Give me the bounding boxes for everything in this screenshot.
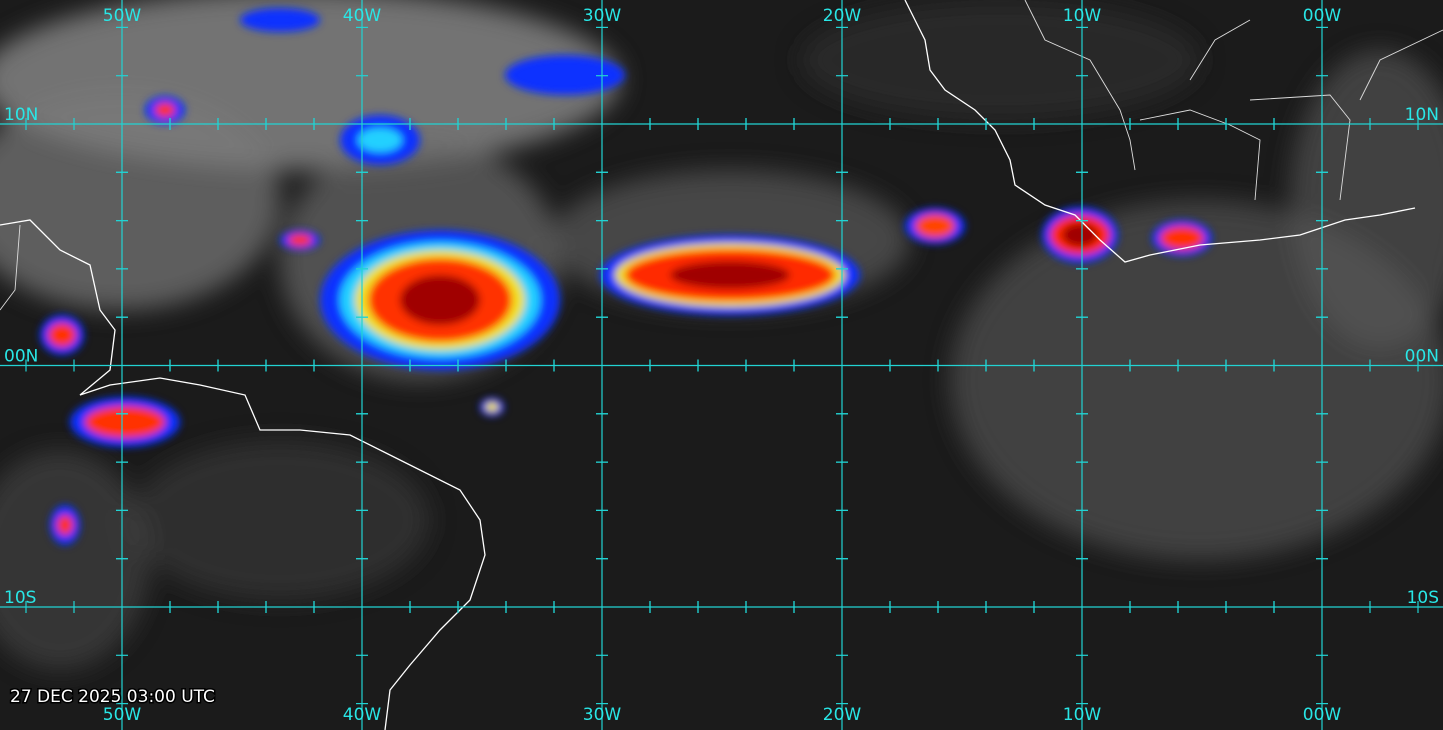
timestamp: 27 DEC 2025 03:00 UTC	[10, 687, 215, 707]
longitude-label: 20W	[823, 705, 862, 725]
longitude-label: 50W	[103, 705, 142, 725]
latitude-label: 00N	[1405, 347, 1439, 367]
longitude-label: 30W	[583, 6, 622, 26]
latitude-label: 10S	[1407, 588, 1439, 608]
longitude-label: 00W	[1303, 705, 1342, 725]
longitude-label: 00W	[1303, 6, 1342, 26]
longitude-label: 20W	[823, 6, 862, 26]
longitude-label: 40W	[343, 705, 382, 725]
latitude-label: 10N	[4, 105, 38, 125]
longitude-label: 10W	[1063, 705, 1102, 725]
longitude-label: 50W	[103, 6, 142, 26]
longitude-label: 40W	[343, 6, 382, 26]
convection	[40, 8, 1212, 545]
longitude-label: 30W	[583, 705, 622, 725]
latitude-label: 10N	[1405, 105, 1439, 125]
latitude-label: 10S	[4, 588, 36, 608]
latitude-label: 00N	[4, 347, 38, 367]
clouds	[0, 0, 1443, 670]
longitude-label: 10W	[1063, 6, 1102, 26]
